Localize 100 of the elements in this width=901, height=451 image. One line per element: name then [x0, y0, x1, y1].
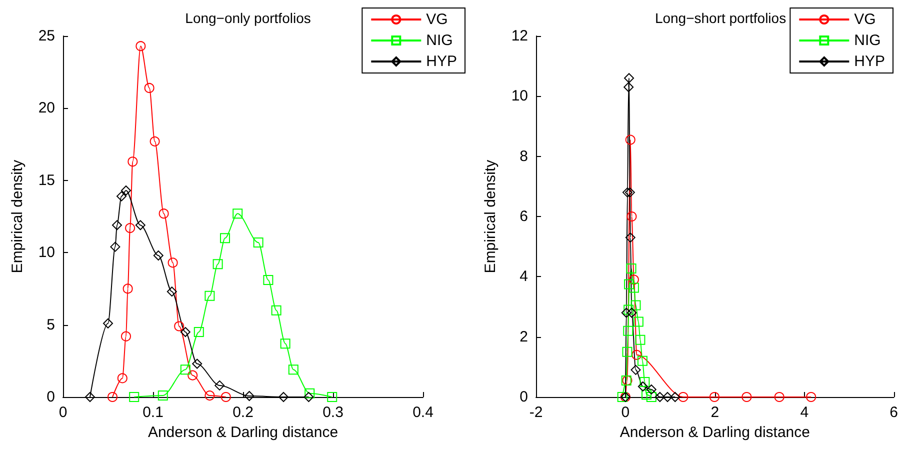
- point: [220, 233, 230, 244]
- point: [633, 316, 644, 327]
- point: [637, 356, 648, 366]
- point: [617, 392, 628, 402]
- point: [624, 304, 634, 315]
- y-tick-label: 0: [520, 388, 528, 406]
- point: [278, 392, 288, 402]
- point: [327, 392, 338, 402]
- legend-label: NIG: [854, 32, 881, 49]
- point: [204, 290, 215, 301]
- point: [121, 331, 131, 342]
- point: [220, 392, 231, 402]
- point: [624, 82, 634, 92]
- point: [806, 392, 816, 402]
- point: [640, 376, 650, 387]
- x-tick-label: 6: [890, 404, 898, 421]
- point: [194, 327, 204, 338]
- point: [214, 380, 225, 390]
- point: [153, 250, 164, 260]
- point: [678, 392, 688, 402]
- point: [125, 223, 136, 234]
- point: [253, 237, 264, 248]
- point: [628, 274, 639, 285]
- y-tick-label: 5: [46, 316, 55, 334]
- y-tick-label: 0: [46, 388, 55, 406]
- point: [116, 191, 126, 202]
- point: [244, 390, 254, 401]
- x-tick-label: 0.2: [232, 404, 254, 421]
- point: [204, 390, 215, 401]
- point: [192, 358, 202, 369]
- legend-label: VG: [426, 11, 448, 28]
- point: [638, 381, 648, 392]
- point: [128, 156, 138, 167]
- point: [129, 392, 140, 402]
- point: [624, 73, 634, 84]
- x-tick-label: 4: [800, 404, 809, 421]
- point: [103, 318, 113, 328]
- legend-label: HYP: [426, 53, 457, 70]
- chart-title: Long−only portfolios: [185, 10, 311, 26]
- point: [635, 334, 646, 345]
- point: [288, 364, 298, 375]
- point: [662, 392, 672, 402]
- y-axis-title: Empirical density: [482, 159, 499, 274]
- point: [709, 392, 720, 402]
- x-tick-label: 0: [621, 404, 630, 421]
- y-tick-label: 8: [520, 148, 528, 165]
- point: [646, 392, 656, 402]
- point: [271, 305, 282, 316]
- y-axis-title: Empirical density: [9, 159, 26, 274]
- x-tick-label: 0: [58, 404, 68, 421]
- x-tick-label: 0.1: [142, 404, 164, 421]
- point: [166, 286, 177, 297]
- point: [632, 350, 642, 360]
- point: [85, 392, 95, 402]
- point: [626, 264, 636, 274]
- y-tick-label: 2: [520, 328, 528, 346]
- chart-title: Long−short portfolios: [654, 10, 786, 26]
- point: [232, 208, 243, 219]
- point: [621, 308, 632, 318]
- point: [622, 346, 632, 357]
- point: [136, 41, 146, 52]
- x-tick-label: 0.4: [412, 404, 434, 421]
- point: [122, 284, 133, 294]
- point: [641, 390, 652, 400]
- y-tick-label: 12: [511, 28, 528, 44]
- y-tick-label: 10: [511, 88, 528, 105]
- point: [263, 275, 274, 286]
- x-tick-label: 2: [710, 404, 720, 421]
- y-tick-label: 25: [38, 28, 55, 44]
- point: [304, 392, 314, 402]
- point: [774, 392, 784, 402]
- point: [144, 82, 154, 93]
- point: [628, 282, 639, 293]
- y-tick-label: 4: [520, 268, 528, 286]
- point: [180, 327, 190, 338]
- y-tick-label: 15: [38, 172, 55, 189]
- point: [117, 373, 128, 384]
- point: [624, 187, 635, 198]
- point: [158, 208, 169, 219]
- point: [630, 300, 641, 310]
- x-axis-title: Anderson & Darling distance: [620, 424, 810, 441]
- point: [180, 364, 190, 375]
- y-tick-label: 20: [38, 100, 55, 117]
- legend-label: NIG: [426, 32, 453, 49]
- point: [121, 186, 131, 196]
- point: [670, 392, 680, 402]
- point: [625, 232, 636, 243]
- point: [623, 326, 634, 336]
- point: [626, 212, 637, 222]
- point: [280, 338, 290, 349]
- point: [654, 392, 665, 402]
- point: [158, 390, 168, 401]
- point: [626, 308, 637, 318]
- legend-label: HYP: [854, 53, 885, 70]
- point: [625, 134, 636, 145]
- point: [108, 392, 118, 402]
- legend-label: VG: [854, 11, 876, 28]
- point: [742, 392, 752, 402]
- point: [188, 370, 198, 380]
- point: [110, 242, 120, 252]
